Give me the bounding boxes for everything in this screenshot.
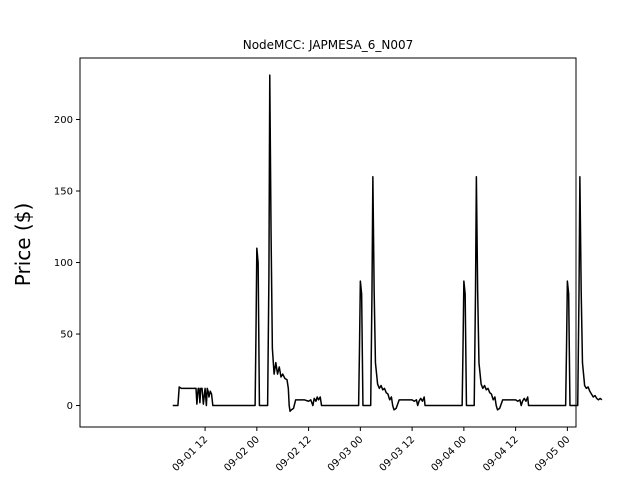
plot-area	[79, 57, 603, 428]
y-tick-label-100: 100	[54, 258, 73, 269]
series-group	[172, 74, 603, 413]
y-tick-label-50: 50	[60, 330, 73, 341]
axes-frame	[79, 57, 577, 428]
series-line-0	[172, 74, 603, 413]
chart-title: NodeMCC: JAPMESA_6_N007	[243, 38, 414, 52]
y-axis-label: Price ($)	[11, 203, 35, 286]
y-tick-label-150: 150	[54, 187, 73, 198]
y-axis: 0 50 100 150 200	[54, 115, 80, 412]
y-tick-label-0: 0	[67, 401, 73, 412]
y-tick-label-200: 200	[54, 115, 73, 126]
